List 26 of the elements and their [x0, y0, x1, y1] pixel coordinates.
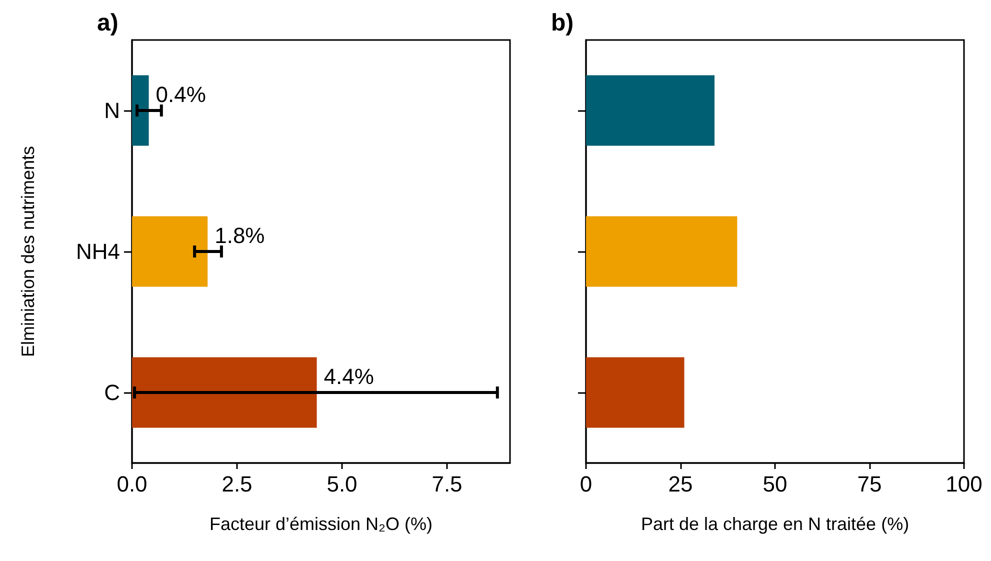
x-tick-label: 100: [946, 472, 982, 496]
bar: [132, 75, 149, 146]
x-tick-label: 7.5: [432, 472, 462, 496]
x-tick-label: 2.5: [222, 472, 252, 496]
bar: [132, 216, 208, 287]
data-label: 1.8%: [214, 223, 265, 248]
x-tick-label: 0: [580, 472, 592, 496]
x-axis-title: Facteur d’émission N₂O (%): [209, 514, 433, 534]
bar: [586, 216, 738, 287]
y-tick-label: C: [104, 380, 120, 405]
x-axis-title: Part de la charge en N traitée (%): [640, 514, 910, 534]
chart-title: b): [551, 10, 574, 36]
chart-title: a): [97, 10, 118, 36]
data-label: 4.4%: [324, 364, 374, 389]
bar: [586, 357, 684, 428]
x-tick-label: 75: [857, 472, 882, 496]
x-tick-label: 0.0: [116, 472, 148, 496]
x-tick-label: 25: [668, 472, 693, 496]
y-axis-title: Elminiation des nutriments: [18, 146, 38, 358]
y-tick-label: N: [104, 98, 120, 123]
x-tick-label: 5.0: [326, 472, 358, 496]
y-tick-label: NH4: [76, 239, 120, 264]
x-tick-label: 50: [762, 472, 788, 496]
bar: [586, 75, 715, 146]
bar: [132, 357, 317, 428]
data-label: 0.4%: [156, 82, 206, 107]
